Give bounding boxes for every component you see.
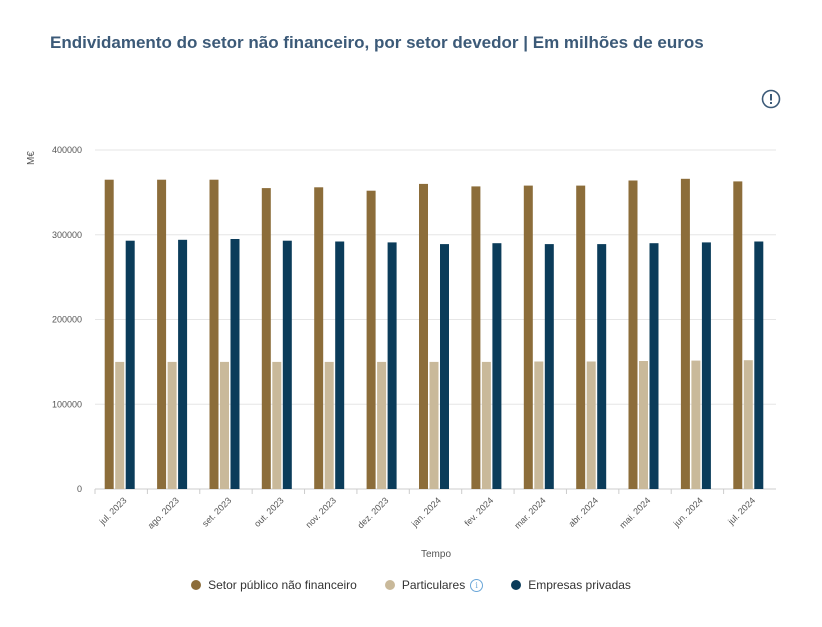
bar[interactable] [534, 361, 544, 490]
legend-label: Setor público não financeiro [208, 578, 357, 592]
x-tick-label: jun. 2024 [671, 495, 705, 529]
legend-label: Particulares [401, 578, 466, 592]
y-tick-label: 400000 [52, 145, 82, 155]
x-axis-label: Tempo [421, 549, 451, 560]
bar[interactable] [691, 360, 701, 489]
x-tick-label: jan. 2024 [409, 495, 443, 529]
bar[interactable] [220, 361, 229, 489]
x-axis-ticks: jul. 2023 ago. 2023 set. 2023 out. 2023 nov.… [94, 489, 757, 531]
x-tick-label: jul. 2023 [97, 495, 129, 527]
bar[interactable] [167, 361, 177, 489]
bar[interactable] [272, 361, 282, 489]
x-tick-label: abr. 2024 [566, 495, 600, 529]
x-tick-label: jul. 2024 [725, 495, 757, 527]
bar[interactable] [230, 239, 240, 489]
legend-item-empresas-privadas[interactable]: Empresas privadas [511, 578, 631, 592]
bar[interactable] [586, 361, 596, 490]
legend-swatch [191, 580, 202, 590]
bar[interactable] [387, 242, 397, 489]
legend-item-particulares[interactable]: Particulares i [384, 578, 484, 592]
bars [104, 178, 764, 490]
legend: Setor público não financeiro Particulare… [0, 578, 822, 592]
bar[interactable] [324, 361, 334, 489]
y-axis-label: M€ [26, 151, 37, 165]
info-icon[interactable]: i [470, 578, 484, 592]
bar[interactable] [419, 183, 428, 489]
y-tick-label: 200000 [52, 315, 82, 325]
bar[interactable] [754, 241, 764, 490]
x-tick-label: out. 2023 [252, 495, 286, 529]
legend-label: Empresas privadas [528, 578, 631, 592]
bar[interactable] [701, 242, 711, 489]
bar[interactable] [261, 188, 271, 489]
bar[interactable] [492, 243, 502, 489]
x-tick-label: set. 2023 [200, 495, 233, 528]
bar[interactable] [440, 244, 449, 489]
bar[interactable] [628, 180, 638, 490]
bar[interactable] [743, 360, 753, 489]
bar[interactable] [335, 241, 345, 490]
bar[interactable] [429, 361, 439, 489]
bar-chart: 0 100000 200000 300000 400000 jul. 2023 ago. … [26, 145, 776, 560]
bar[interactable] [649, 243, 659, 489]
bar[interactable] [576, 185, 586, 489]
page-title: Endividamento do setor não financeiro, p… [50, 33, 704, 52]
bar[interactable] [471, 186, 481, 489]
bar[interactable] [314, 187, 324, 490]
x-tick-label: mai. 2024 [617, 495, 652, 530]
x-tick-label: mar. 2024 [512, 495, 547, 530]
legend-swatch [511, 580, 522, 590]
bar[interactable] [125, 240, 135, 489]
bar[interactable] [178, 239, 188, 489]
x-tick-label: nov. 2023 [304, 495, 339, 530]
bar[interactable] [157, 179, 167, 489]
bar[interactable] [523, 185, 533, 489]
legend-item-setor-publico[interactable]: Setor público não financeiro [191, 578, 357, 592]
bar[interactable] [104, 179, 114, 489]
y-axis-ticks: 0 100000 200000 300000 400000 [52, 145, 82, 494]
legend-swatch [384, 580, 395, 590]
info-circle-icon[interactable] [761, 89, 781, 109]
bar[interactable] [377, 361, 387, 489]
x-tick-label: dez. 2023 [355, 495, 390, 530]
bar[interactable] [639, 361, 648, 489]
bar[interactable] [282, 240, 292, 489]
bar[interactable] [209, 179, 219, 489]
bar[interactable] [680, 178, 690, 490]
x-tick-label: fev. 2024 [463, 495, 496, 528]
bar[interactable] [597, 244, 607, 489]
y-tick-label: 300000 [52, 230, 82, 240]
bar[interactable] [733, 181, 743, 489]
y-tick-label: 100000 [52, 399, 82, 409]
bar[interactable] [115, 361, 125, 489]
bar[interactable] [481, 361, 491, 489]
bar[interactable] [366, 190, 376, 489]
y-tick-label: 0 [77, 484, 82, 494]
x-tick-label: ago. 2023 [146, 495, 181, 530]
bar[interactable] [544, 244, 554, 489]
